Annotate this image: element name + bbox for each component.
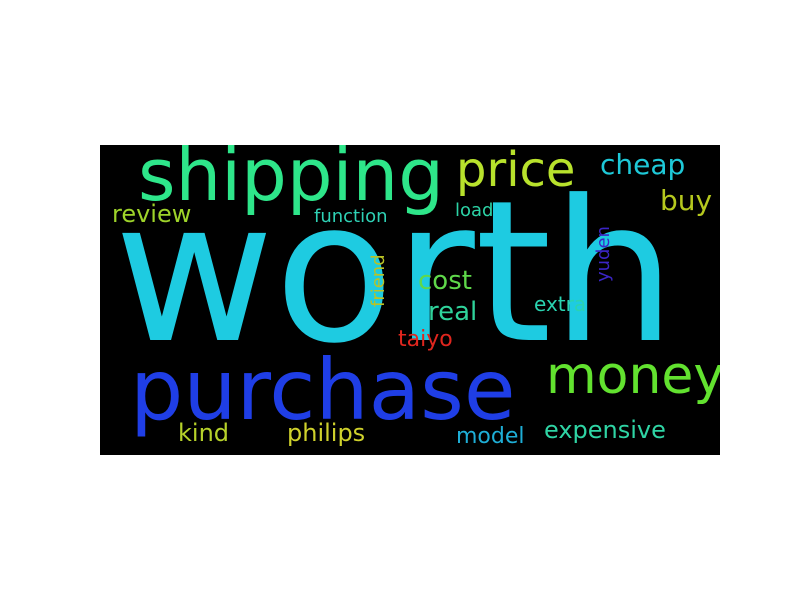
word-taiyo: taiyo bbox=[398, 327, 453, 352]
word-purchase: purchase bbox=[130, 341, 516, 439]
word-worth: worth bbox=[114, 159, 676, 387]
word-cheap: cheap bbox=[600, 148, 686, 181]
word-philips: philips bbox=[287, 419, 366, 447]
word-price: price bbox=[456, 145, 576, 198]
word-real: real bbox=[428, 297, 478, 327]
word-function: function bbox=[314, 206, 388, 227]
word-expensive: expensive bbox=[544, 416, 666, 444]
word-money: money bbox=[546, 346, 720, 406]
word-load: load bbox=[455, 200, 494, 221]
word-cost: cost bbox=[418, 266, 472, 296]
word-yuden: yuden bbox=[593, 226, 614, 282]
word-cloud: worth purchase shipping money price chea… bbox=[100, 145, 720, 455]
word-model: model bbox=[456, 424, 525, 449]
word-buy: buy bbox=[660, 184, 713, 217]
word-friend: friend bbox=[368, 254, 389, 307]
word-kind: kind bbox=[178, 419, 230, 447]
word-shipping: shipping bbox=[138, 145, 444, 217]
word-extra: extra bbox=[534, 292, 587, 316]
word-review: review bbox=[112, 200, 192, 228]
